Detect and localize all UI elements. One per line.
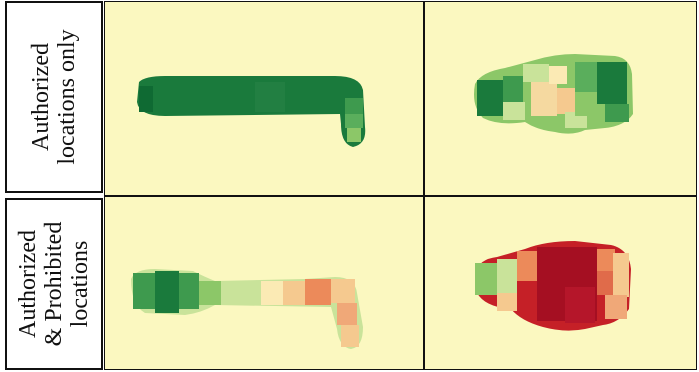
hook-heatmap [131,269,363,349]
row-label-text: Authorized & Prohibited locations [15,222,93,347]
panel-authorized-hook [105,2,423,195]
heatmap-grid [104,1,697,370]
row-label-line: Authorized [15,230,41,338]
blob-heatmap [474,54,633,134]
panel-prohibited-hook [105,197,423,369]
grid-divider-vertical [423,2,425,369]
row-label-authorized-prohibited: Authorized & Prohibited locations [5,198,103,370]
row-label-line: Authorized [28,43,54,151]
hook-heatmap [137,76,366,147]
row-label-line: locations [67,240,93,328]
grid-divider-horizontal [105,195,696,197]
row-label-text: Authorized locations only [28,29,80,164]
panel-authorized-blob [425,2,696,195]
row-label-authorized-only: Authorized locations only [5,1,103,193]
panel-prohibited-blob [425,197,696,369]
row-label-line: locations only [54,29,80,165]
blob-heatmap [475,241,631,331]
row-label-line: & Prohibited [41,221,67,347]
